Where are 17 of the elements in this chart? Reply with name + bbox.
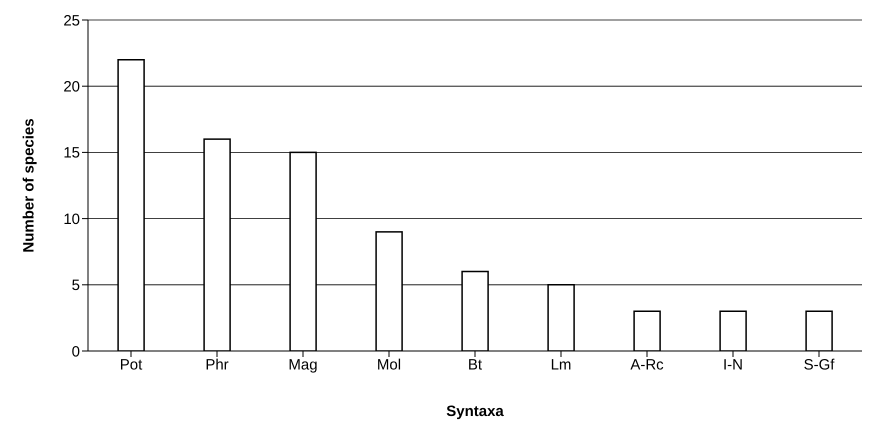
x-tick-label: I-N — [723, 356, 743, 374]
x-tick-label: A-Rc — [630, 356, 664, 374]
x-tick-label: Lm — [550, 356, 572, 374]
x-tick-label: Bt — [468, 356, 483, 374]
x-tick-label: Pot — [120, 356, 144, 374]
y-tick-label: 15 — [63, 144, 80, 162]
x-tick-label: Phr — [205, 356, 229, 374]
x-axis-title: Syntaxa — [446, 403, 504, 420]
x-tick-label: S-Gf — [804, 356, 836, 374]
y-tick-label: 0 — [72, 343, 80, 360]
y-tick-label: 25 — [63, 12, 80, 30]
x-tick-label: Mol — [376, 356, 402, 374]
y-tick-label: 10 — [63, 210, 80, 228]
y-tick-label: 20 — [63, 78, 80, 96]
y-axis-title: Number of species — [20, 118, 38, 253]
x-tick-label: Mag — [288, 356, 318, 374]
y-tick-label: 5 — [72, 277, 80, 294]
